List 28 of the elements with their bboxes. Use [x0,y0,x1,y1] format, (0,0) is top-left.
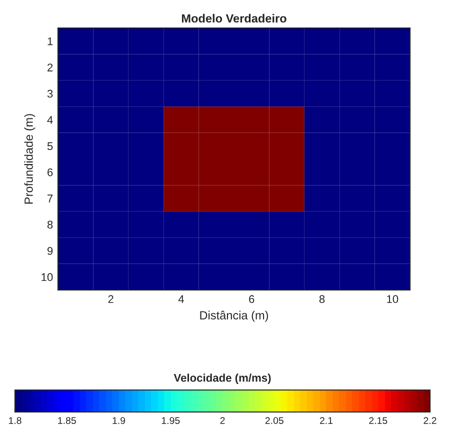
color-bar-label: 2.2 [424,417,436,424]
color-bar-label: 2 [220,417,225,424]
y-tick-label: 1 [48,37,53,46]
x-tick-label: 2 [108,295,114,303]
chart-title: Modelo Verdadeiro [182,14,286,23]
y-tick-label: 3 [47,90,53,98]
color-bar-label: 2.15 [369,417,388,424]
y-tick-label: 2 [48,64,53,72]
y-axis-title: Profundidade (m) [24,114,36,204]
x-tick-label: 6 [249,295,254,304]
color-bar-title: Velocidade (m/ms) [174,374,271,384]
x-tick-label: 10 [387,295,398,304]
y-tick-label: 8 [47,220,53,229]
color-bar-label: 1.95 [162,417,180,424]
color-bar-label: 2.05 [265,417,284,424]
y-tick-label: 10 [42,273,53,282]
x-axis-title: Distância (m) [200,310,268,322]
color-bar-label: 1.8 [8,417,22,424]
color-bar-label: 2.1 [320,417,333,424]
x-tick-label: 4 [178,295,184,303]
y-tick-label: 4 [47,116,53,124]
y-tick-label: 9 [47,246,53,255]
y-tick-label: 6 [48,168,53,176]
y-tick-label: 5 [47,142,53,150]
x-tick-label: 8 [319,295,325,304]
y-tick-label: 7 [48,194,53,202]
color-bar-label: 1.85 [58,417,76,424]
color-bar-label: 1.9 [112,417,126,424]
